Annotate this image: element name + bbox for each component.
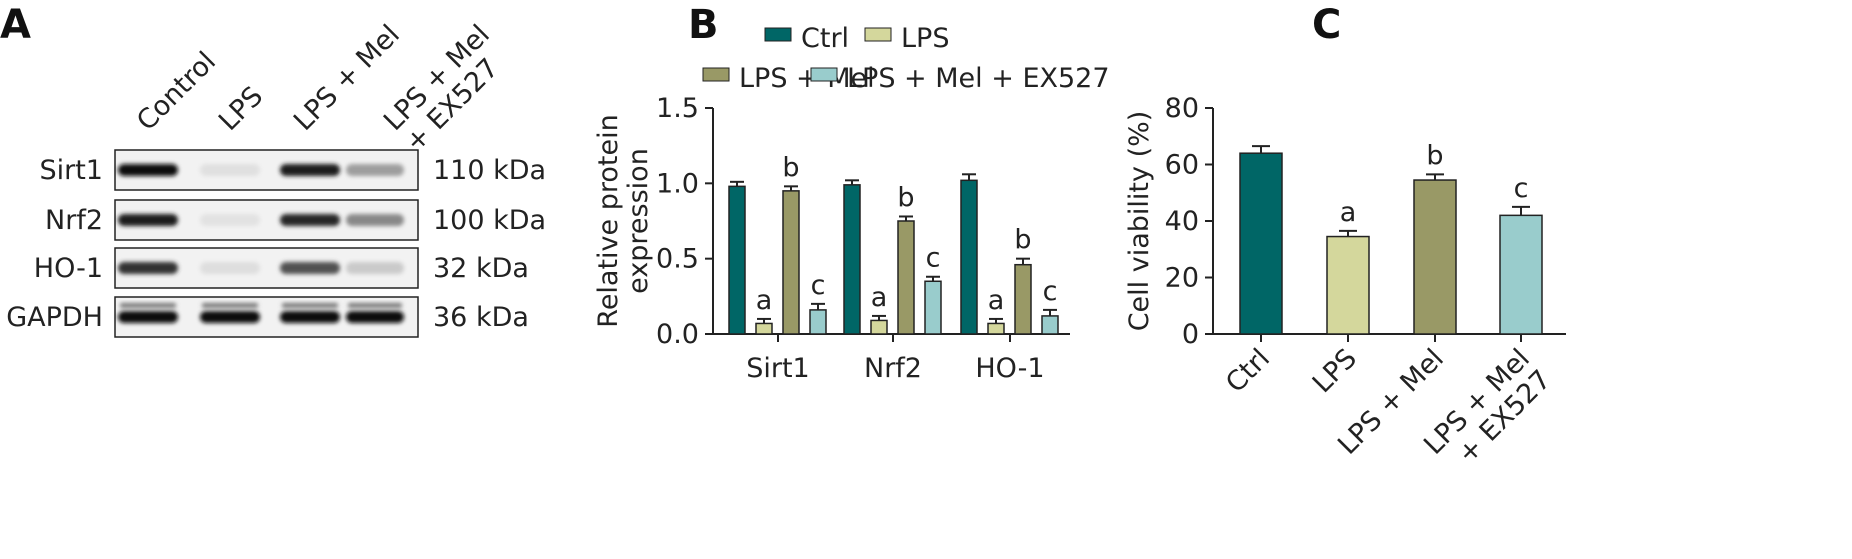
protein-band-upper [348,303,402,308]
significance-label: b [897,182,914,213]
bar [1499,214,1543,335]
protein-band-upper [202,303,258,308]
bar [870,319,888,335]
bar [755,322,773,335]
protein-band [118,262,178,274]
significance-label: a [988,285,1005,316]
significance-label: a [756,285,773,316]
protein-band [200,311,260,323]
protein-band [118,164,178,176]
bar [843,184,861,335]
protein-band [280,164,340,176]
band-size-label: 100 kDa [433,205,546,236]
protein-band [280,214,340,226]
lane-label: LPS [213,81,269,137]
bar [1239,152,1283,335]
significance-label: b [1014,225,1031,256]
protein-band [346,311,404,323]
protein-band [346,214,404,226]
legend-swatch [702,67,730,82]
lane-label: Control [131,46,222,137]
legend-swatch [864,27,892,42]
panel-label-c: C [1312,2,1341,48]
significance-label: b [782,152,799,183]
protein-label: Nrf2 [45,205,103,236]
y-tick-label: 40 [1165,206,1199,237]
x-tick-label: HO-1 [975,353,1044,384]
protein-band [200,214,260,226]
protein-label: HO-1 [34,253,103,284]
y-tick-label: 80 [1165,93,1199,124]
x-tick-label: Nrf2 [864,353,922,384]
bar [782,190,800,335]
bar [728,185,746,335]
y-axis-label: Relative proteinexpression [593,114,654,327]
y-tick-label: 1.0 [656,168,699,199]
protein-band [200,164,260,176]
bar [809,309,827,335]
legend-swatch [764,27,792,42]
x-tick-label: LPS [1307,343,1363,399]
legend-swatch [810,67,838,82]
bar [1326,235,1370,335]
y-tick-label: 0.5 [656,244,699,275]
x-tick-label: Sirt1 [746,353,810,384]
significance-label: c [926,243,941,274]
panel-label-b: B [688,2,719,48]
band-size-label: 36 kDa [433,302,529,333]
band-size-label: 110 kDa [433,155,546,186]
legend-label: LPS + Mel + EX527 [847,63,1110,94]
protein-band-upper [282,303,338,308]
y-tick-label: 0.0 [656,319,699,350]
protein-band [346,164,404,176]
protein-band [280,262,340,274]
bar [897,220,915,335]
y-axis-label: Cell viability (%) [1124,111,1155,332]
protein-band [118,311,178,323]
y-tick-label: 0 [1182,319,1199,350]
bar [1041,315,1059,335]
legend-label: LPS [901,23,949,54]
bar [924,280,942,335]
significance-label: c [1043,276,1058,307]
protein-band-upper [120,303,176,308]
bar [1014,263,1032,335]
band-size-label: 32 kDa [433,253,529,284]
y-tick-label: 20 [1165,263,1199,294]
legend-label: LPS + Mel [739,63,875,94]
bar [960,179,978,335]
protein-band [346,262,404,274]
significance-label: a [1340,197,1357,228]
protein-band [200,262,260,274]
protein-label: Sirt1 [39,155,103,186]
significance-label: a [871,282,888,313]
panel-label-a: A [0,2,31,48]
significance-label: c [1514,173,1529,204]
legend-label: Ctrl [801,23,849,54]
protein-band [280,311,340,323]
bar [987,322,1005,335]
protein-band [118,214,178,226]
significance-label: b [1426,140,1443,171]
significance-label: c [811,270,826,301]
bar [1413,179,1457,335]
protein-label: GAPDH [6,302,103,333]
y-tick-label: 1.5 [656,93,699,124]
x-tick-label: Ctrl [1220,343,1276,399]
y-tick-label: 60 [1165,150,1199,181]
